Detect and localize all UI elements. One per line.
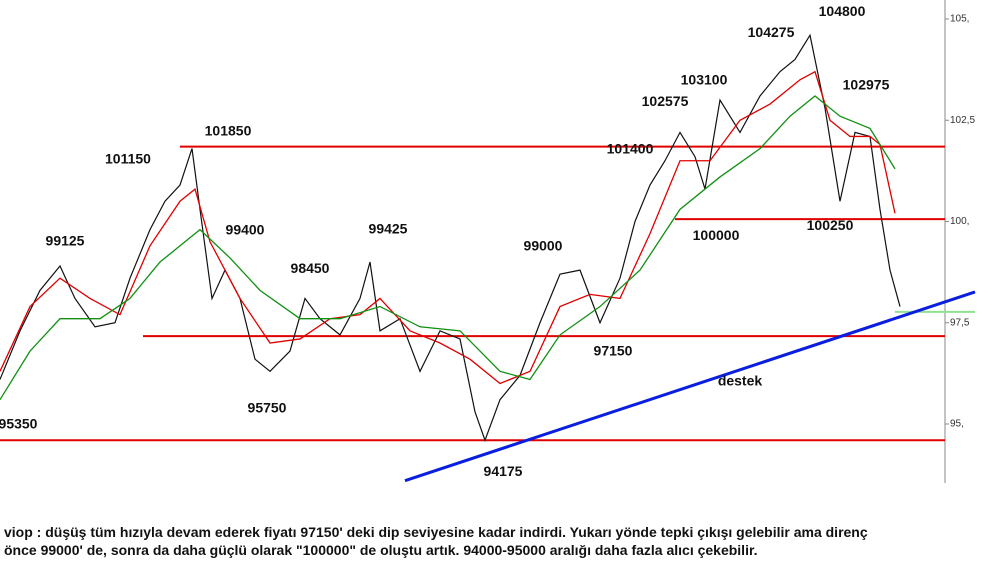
- trend-line: [404, 290, 976, 483]
- price-annotation: 98450: [291, 260, 330, 276]
- caption-line: viop : düşüş tüm hızıyla devam ederek fi…: [4, 524, 868, 540]
- price-line: [0, 95, 896, 401]
- price-annotation: 99400: [226, 222, 265, 238]
- price-annotation: 100000: [693, 227, 740, 243]
- trend-label: destek: [718, 373, 763, 389]
- price-annotation: 101850: [205, 122, 252, 138]
- chart: 95, 97,5 100, 102,5 105, destek 95350 99125 1011…: [0, 0, 976, 483]
- y-tick-label: 100,: [950, 216, 969, 227]
- price-annotation: 95750: [248, 399, 287, 415]
- price-annotation: 104275: [748, 24, 795, 40]
- price-line: [0, 70, 896, 385]
- y-tick-label: 97,5: [950, 317, 970, 328]
- caption-line: önce 99000' de, sonra da daha güçlü olar…: [4, 542, 758, 558]
- price-annotation: 101150: [105, 151, 151, 167]
- price-line: [0, 33, 901, 442]
- y-tick-label: 102,5: [950, 115, 975, 126]
- price-annotation: 102575: [642, 93, 689, 109]
- price-annotation: 95350: [0, 416, 38, 432]
- price-annotation: 102975: [843, 77, 890, 93]
- price-annotation: 104800: [819, 3, 866, 19]
- price-annotation: 103100: [681, 72, 728, 88]
- price-annotation: 99000: [524, 238, 563, 254]
- price-annotation: 101400: [607, 141, 654, 157]
- price-annotation: 97150: [594, 343, 633, 359]
- y-tick-label: 95,: [950, 419, 964, 430]
- price-annotation: 99425: [369, 220, 408, 236]
- price-annotation: 100250: [807, 217, 854, 233]
- y-tick-label: 105,: [950, 14, 969, 25]
- price-annotation: 94175: [484, 463, 523, 479]
- caption: viop : düşüş tüm hızıyla devam ederek fi…: [4, 523, 868, 559]
- price-annotation: 99125: [46, 233, 85, 249]
